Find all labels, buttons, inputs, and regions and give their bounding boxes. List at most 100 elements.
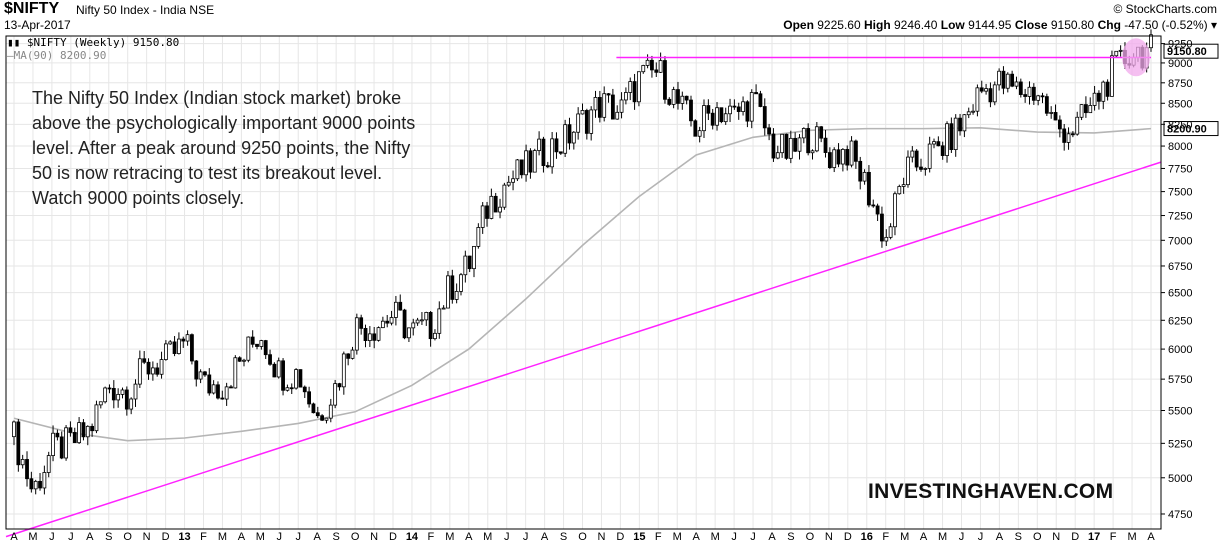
candle-body (250, 336, 255, 345)
candle (580, 103, 585, 115)
candle-body (1031, 86, 1036, 101)
candle (1040, 92, 1045, 104)
candle-body (962, 114, 967, 132)
candle-body (242, 359, 246, 362)
stockcharts-credit[interactable]: © StockCharts.com (1113, 2, 1217, 16)
candle-body (1088, 105, 1093, 114)
candle-body (81, 422, 86, 438)
candle-body (736, 106, 741, 112)
candle-body (858, 160, 863, 182)
candle-body (111, 387, 116, 401)
highlight-circle (1122, 38, 1151, 77)
candle (181, 336, 186, 348)
candle (485, 201, 489, 227)
close-label: Close (1014, 18, 1048, 32)
candle (840, 148, 845, 172)
candle-body (719, 107, 724, 123)
candle-body (914, 150, 919, 168)
candle-body (367, 333, 372, 341)
candle (832, 147, 837, 173)
legend-price-text: $NIFTY (Weekly) 9150.80 (26, 36, 180, 49)
candle-body (472, 245, 476, 270)
candle (545, 161, 550, 169)
candle-body (771, 133, 776, 159)
candle-body (46, 455, 51, 473)
candle-body (1105, 81, 1110, 97)
candle (684, 95, 689, 105)
candle (211, 380, 216, 395)
candle (619, 92, 624, 119)
candle (997, 68, 1002, 91)
candle-body (1097, 92, 1101, 102)
candle-body (380, 320, 385, 329)
candle (502, 182, 507, 210)
candle-body (411, 322, 416, 329)
candle-body (806, 128, 811, 154)
candle (814, 121, 819, 153)
candle-body (489, 195, 494, 219)
candle-body (637, 71, 641, 103)
candle-body (966, 111, 971, 116)
y-tick-label: 8250 (1168, 119, 1192, 131)
candle (216, 381, 220, 400)
candle (328, 398, 333, 423)
candle (589, 106, 594, 141)
y-tick-label: 7750 (1168, 163, 1192, 175)
candle-body (936, 141, 941, 147)
x-tick-label: N (370, 531, 378, 543)
candle-body (623, 92, 628, 101)
x-tick-label: A (996, 531, 1004, 543)
candle (433, 329, 437, 341)
candle (350, 346, 355, 360)
candle (142, 351, 147, 365)
candle-body (211, 384, 216, 394)
candle-body (129, 398, 134, 410)
dropdown-arrow-icon[interactable]: ▾ (1210, 18, 1217, 32)
candle-body (51, 432, 55, 456)
candle-body (94, 404, 99, 432)
candle-body (389, 317, 394, 324)
x-tick-label: M (711, 531, 720, 543)
x-tick-label: F (1110, 531, 1117, 543)
candle (407, 327, 411, 342)
candle-body (263, 340, 268, 356)
x-tick-label: A (10, 531, 18, 543)
candle-body (971, 110, 975, 113)
candle (654, 62, 659, 77)
candle-body (606, 93, 611, 96)
candle-body (398, 301, 403, 311)
candle (450, 269, 455, 304)
last-price-tag-text: 9150.80 (1167, 46, 1207, 58)
candle (723, 107, 728, 125)
candle-body (693, 120, 698, 137)
candle-body (307, 391, 311, 405)
candle-body (775, 152, 780, 159)
candle (871, 199, 876, 208)
candle-body (376, 327, 381, 341)
candle (906, 150, 910, 188)
candle (77, 417, 81, 445)
candle (745, 100, 750, 128)
price-candles (12, 29, 1153, 495)
x-tick-label: N (825, 531, 833, 543)
candle (836, 143, 841, 168)
candle-body (150, 367, 155, 375)
legend-price: ▮▮ $NIFTY (Weekly) 9150.80 (7, 36, 179, 49)
candle-body (741, 101, 745, 112)
open-value: 9225.60 (817, 18, 861, 32)
candle-body (1070, 133, 1075, 136)
candle (567, 117, 572, 150)
candle (367, 326, 372, 347)
overlays: 9150.80 8200.90 (5, 38, 1219, 538)
candle-body (888, 226, 893, 238)
candle (1027, 81, 1032, 105)
candle (59, 431, 64, 460)
candle-body (979, 87, 984, 92)
index-full-name: Nifty 50 Index - India (76, 3, 187, 17)
candle (467, 255, 472, 273)
candle-body (793, 137, 798, 152)
candle-body (237, 357, 242, 362)
low-value: 9144.95 (968, 18, 1012, 32)
candle-body (120, 389, 125, 395)
